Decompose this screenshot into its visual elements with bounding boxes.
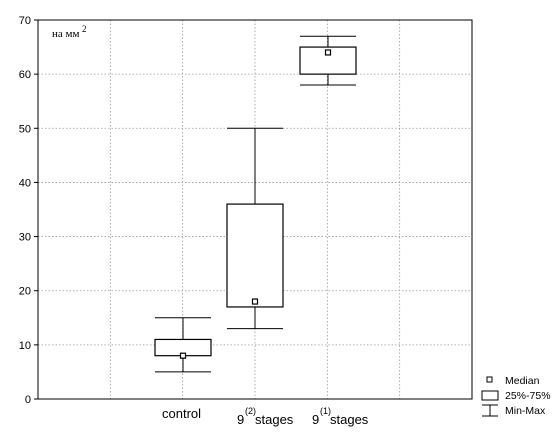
x-label-prefix: 9 (312, 412, 319, 427)
legend: Median 25%-75% Min-Max (481, 375, 551, 417)
y-tick-label: 50 (19, 123, 31, 135)
legend-box-label: 25%-75% (505, 390, 551, 402)
x-category-label: control (162, 406, 201, 421)
y-tick-label: 0 (25, 394, 31, 406)
median-marker (324, 49, 332, 56)
median-marker (179, 352, 187, 359)
unit-superscript: 2 (82, 24, 87, 34)
box-group (299, 35, 357, 86)
legend-box-marker (481, 390, 499, 401)
y-tick-label: 70 (19, 15, 31, 27)
unit-label: на мм (52, 28, 79, 40)
y-tick-label: 30 (19, 232, 31, 244)
x-label-superscript: (2) (245, 406, 256, 416)
plot-frame (37, 19, 473, 400)
x-label-text: stages (330, 412, 369, 427)
box-group (226, 127, 284, 330)
median-marker (251, 298, 259, 305)
axes (37, 19, 473, 400)
x-label-prefix: 9 (237, 412, 244, 427)
legend-median-label: Median (505, 375, 540, 387)
box-series (154, 35, 357, 373)
x-axis-labels: control 9(2)stages 9(1)stages (162, 406, 369, 427)
x-label-text: control (162, 406, 201, 421)
iqr-box (226, 203, 284, 308)
x-category-label: 9(2)stages (237, 406, 294, 427)
y-tick-label: 10 (19, 340, 31, 352)
box-group (154, 317, 212, 373)
x-category-label: 9(1)stages (312, 406, 369, 427)
x-label-superscript: (1) (320, 406, 331, 416)
x-label-text: stages (255, 412, 294, 427)
y-tick-label: 60 (19, 69, 31, 81)
legend-whisker-label: Min-Max (505, 405, 546, 417)
y-axis-ticks: 0 10 20 30 40 50 60 70 (19, 15, 38, 406)
legend-whisker-marker (482, 404, 498, 417)
y-tick-label: 20 (19, 286, 31, 298)
legend-median-marker (486, 376, 493, 383)
y-tick-label: 40 (19, 177, 31, 189)
